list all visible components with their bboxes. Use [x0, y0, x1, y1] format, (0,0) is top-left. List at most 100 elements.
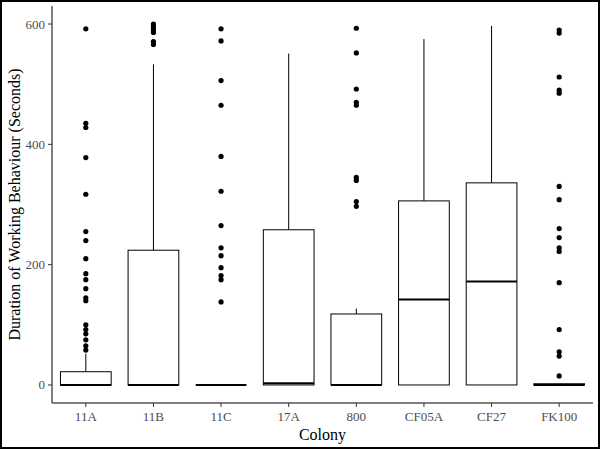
- outlier: [354, 178, 359, 183]
- outlier: [557, 327, 562, 332]
- outlier: [557, 184, 562, 189]
- box: [196, 384, 247, 385]
- outlier: [557, 373, 562, 378]
- outlier: [354, 199, 359, 204]
- outlier: [218, 38, 223, 43]
- outlier: [557, 280, 562, 285]
- median: [196, 384, 247, 386]
- outlier: [354, 204, 359, 209]
- x-axis-line: [52, 403, 593, 404]
- outlier: [83, 286, 88, 291]
- x-tick-label: 11C: [210, 409, 231, 424]
- outlier: [557, 197, 562, 202]
- whisker-high: [153, 64, 154, 250]
- x-tick: [491, 403, 492, 407]
- outlier: [83, 347, 88, 352]
- median: [128, 384, 179, 386]
- outlier: [557, 91, 562, 96]
- median: [263, 382, 314, 384]
- outlier: [218, 26, 223, 31]
- y-tick: [48, 384, 52, 385]
- y-axis-title: Duration of Working Behaviour (Seconds): [6, 68, 24, 340]
- y-tick: [48, 24, 52, 25]
- whisker-high: [85, 354, 86, 372]
- outlier: [83, 322, 88, 327]
- outlier: [218, 78, 223, 83]
- outlier: [354, 26, 359, 31]
- y-tick: [48, 144, 52, 145]
- outlier: [218, 265, 223, 270]
- y-tick: [48, 264, 52, 265]
- x-tick: [288, 403, 289, 407]
- whisker-high: [288, 54, 289, 230]
- outlier: [218, 223, 223, 228]
- x-tick-label: 11B: [143, 409, 165, 424]
- outlier: [83, 125, 88, 130]
- outlier: [83, 238, 88, 243]
- median: [399, 299, 450, 301]
- x-tick-label: CF27: [477, 409, 506, 424]
- plot-marks: [60, 21, 584, 385]
- x-tick-label: FK100: [541, 409, 577, 424]
- x-tick: [356, 403, 357, 407]
- x-tick-label: 17A: [277, 409, 300, 424]
- outlier: [83, 331, 88, 336]
- x-tick: [153, 403, 154, 407]
- outlier: [83, 229, 88, 234]
- median: [331, 384, 382, 386]
- outer-frame: [1, 1, 599, 448]
- chart: 0 200 400 600 11A 11B 11C 17A 800 CF05A CF27 FK100 C…: [0, 0, 600, 449]
- x-tick: [559, 403, 560, 407]
- outlier: [218, 103, 223, 108]
- outlier: [218, 154, 223, 159]
- y-axis-line: [52, 6, 53, 403]
- box: [263, 230, 314, 385]
- outlier: [354, 86, 359, 91]
- outlier: [83, 298, 88, 303]
- outlier: [83, 26, 88, 31]
- x-tick: [423, 403, 424, 407]
- outlier: [218, 245, 223, 250]
- box: [128, 250, 179, 385]
- box: [60, 372, 111, 385]
- outlier: [218, 253, 223, 258]
- whisker-high: [423, 39, 424, 201]
- outlier: [83, 337, 88, 342]
- whisker-high: [491, 26, 492, 183]
- x-tick: [85, 403, 86, 407]
- x-tick-label: 800: [347, 409, 367, 424]
- y-tick-label: 600: [26, 17, 46, 32]
- outlier: [218, 189, 223, 194]
- outlier: [557, 30, 562, 35]
- whisker-high: [356, 309, 357, 314]
- y-tick-label: 200: [26, 257, 46, 272]
- y-tick-label: 0: [39, 377, 46, 392]
- outlier: [83, 192, 88, 197]
- box: [534, 384, 585, 385]
- outlier: [557, 235, 562, 240]
- outlier: [83, 155, 88, 160]
- box: [466, 183, 517, 385]
- x-tick-label: 11A: [75, 409, 98, 424]
- median: [60, 384, 111, 386]
- x-axis-title: Colony: [299, 426, 346, 444]
- x-tick: [221, 403, 222, 407]
- outlier: [557, 226, 562, 231]
- outlier: [83, 256, 88, 261]
- box: [399, 201, 450, 385]
- outlier: [151, 30, 156, 35]
- outlier: [354, 103, 359, 108]
- median: [466, 280, 517, 282]
- outlier: [218, 299, 223, 304]
- box: [331, 314, 382, 385]
- outlier: [557, 353, 562, 358]
- outlier: [83, 277, 88, 282]
- outlier: [354, 50, 359, 55]
- outlier: [218, 277, 223, 282]
- x-tick-label: CF05A: [405, 409, 444, 424]
- outlier: [83, 271, 88, 276]
- median: [534, 384, 585, 386]
- outlier: [151, 42, 156, 47]
- y-tick-label: 400: [26, 137, 46, 152]
- outlier: [557, 249, 562, 254]
